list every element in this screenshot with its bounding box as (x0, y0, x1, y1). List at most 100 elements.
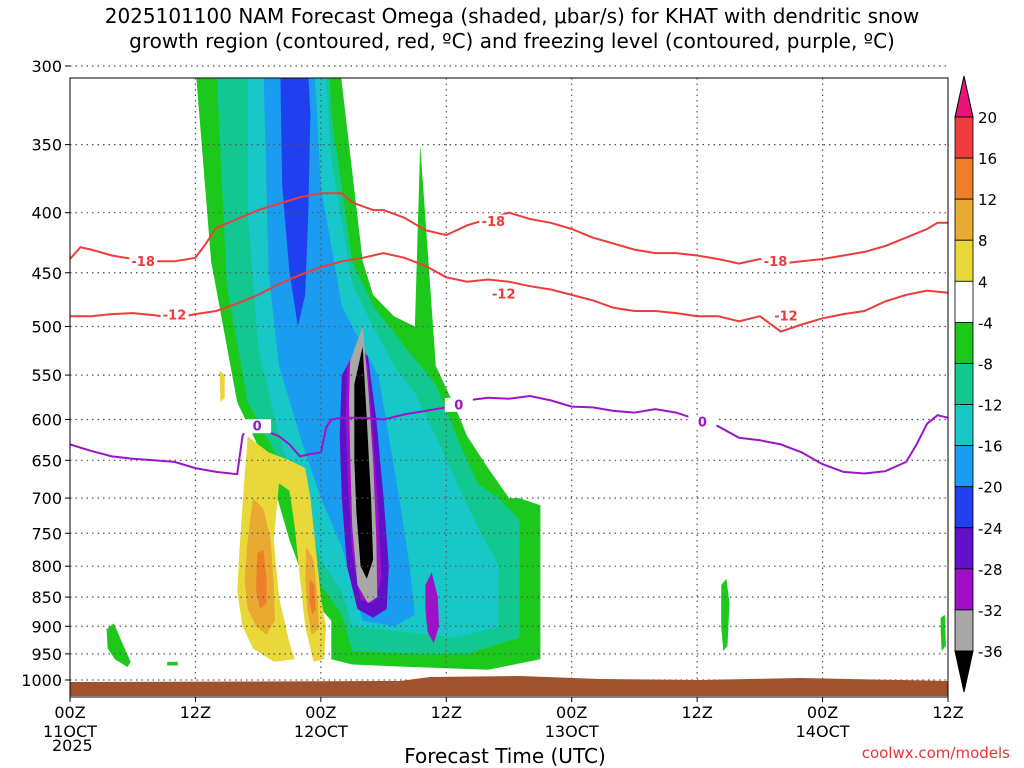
omega-region-11 (721, 578, 730, 652)
colorbar-label-9: -20 (978, 479, 1003, 497)
x-axis-label: Forecast Time (UTC) (404, 744, 606, 768)
y-tick-label-750: 750 (31, 524, 62, 543)
colorbar-bin-10 (954, 527, 974, 570)
title-line-1: 2025101100 NAM Forecast Omega (shaded, μ… (104, 4, 920, 28)
contour-label-7: 0 (454, 398, 463, 413)
contour-line-minus18-0 (70, 192, 948, 265)
colorbar-bin-1 (954, 157, 974, 200)
colorbar-bottom-triangle (954, 650, 974, 693)
contour-label-4: -12 (492, 287, 516, 302)
credit-link[interactable]: coolwx.com/models (861, 744, 1010, 762)
colorbar-label-10: -24 (978, 520, 1003, 538)
omega-region-12 (940, 614, 946, 652)
x-tick-label-6: 00Z (807, 703, 838, 722)
contour-label-bg-4 (489, 286, 518, 301)
omega-region-4 (280, 78, 311, 327)
x-tick-label-7: 12Z (932, 703, 963, 722)
y-tick-label-300: 300 (31, 57, 62, 76)
omega-region-18 (256, 550, 267, 609)
x-tick-label-5: 12Z (681, 703, 712, 722)
y-tick-label-1000: 1000 (21, 671, 62, 690)
y-tick-label-400: 400 (31, 204, 62, 223)
contour-label-5: -12 (774, 310, 798, 325)
y-tick-label-900: 900 (31, 617, 62, 636)
colorbar-label-1: 16 (978, 150, 997, 168)
omega-region-10 (106, 623, 131, 668)
title-line-2: growth region (contoured, red, ºC) and f… (129, 29, 895, 53)
colorbar-label-6: -8 (978, 355, 993, 373)
contour-label-2: -18 (764, 255, 788, 270)
colorbar-bin-4 (954, 280, 974, 323)
contour-label-3: -12 (163, 309, 187, 324)
colorbar-label-3: 8 (978, 232, 988, 250)
colorbar-bin-9 (954, 486, 974, 529)
colorbar-bin-2 (954, 198, 974, 241)
contour-label-bg-2 (761, 254, 790, 269)
x-tick-label-1: 12Z (180, 703, 211, 722)
colorbar-bin-0 (954, 116, 974, 159)
x-tick-label-2: 00Z (305, 703, 336, 722)
plot-frame (69, 77, 949, 698)
y-tick-label-800: 800 (31, 557, 62, 576)
x-tick-label-3: 12Z (431, 703, 462, 722)
x-tick-label-4: 00Z (556, 703, 587, 722)
y-tick-label-450: 450 (31, 264, 62, 283)
colorbar-label-12: -32 (978, 602, 1003, 620)
colorbar-bin-8 (954, 445, 974, 488)
axes: 2503003504004505005506006507007508008509… (21, 57, 963, 741)
colorbar-label-4: 4 (978, 273, 988, 291)
omega-region-13 (167, 661, 178, 666)
colorbar-bin-5 (954, 321, 974, 364)
colorbar-label-13: -36 (978, 643, 1003, 661)
omega-region-8 (354, 346, 374, 579)
colorbar-label-7: -12 (978, 397, 1003, 415)
colorbar-bin-6 (954, 363, 974, 405)
y-tick-label-650: 650 (31, 451, 62, 470)
contour-line-minus12-1 (70, 252, 948, 333)
contour-lines (70, 192, 948, 476)
x-tick-label-0: 00Z (54, 703, 85, 722)
colorbar-top-triangle (954, 75, 974, 118)
x-tick-date-2: 12OCT (294, 722, 348, 741)
y-tick-label-700: 700 (31, 489, 62, 508)
terrain (70, 676, 948, 696)
colorbar: 20 16 12 8 4 -4 -8 -12 -16 -20 -24 -28 -32 -36 (954, 75, 1003, 693)
x-tick-date-6: 14OCT (796, 722, 850, 741)
contour-label-1: -18 (482, 215, 506, 230)
contour-label-bg-0 (129, 254, 158, 269)
contour-label-8: 0 (698, 416, 707, 431)
contour-label-bg-5 (771, 309, 800, 324)
terrain-band (70, 676, 948, 696)
chart-title: 2025101100 NAM Forecast Omega (shaded, μ… (0, 4, 1024, 54)
colorbar-label-8: -16 (978, 438, 1003, 456)
contour-label-bg-7 (444, 397, 473, 412)
colorbar-bin-7 (954, 404, 974, 447)
y-tick-label-350: 350 (31, 136, 62, 155)
y-tick-label-500: 500 (31, 317, 62, 336)
colorbar-label-5: -4 (978, 314, 993, 332)
omega-region-9 (425, 572, 439, 643)
omega-shading (106, 78, 946, 670)
x-tick-date-4: 13OCT (545, 722, 599, 741)
colorbar-label-0: 20 (978, 109, 997, 127)
contour-label-0: -18 (131, 255, 155, 270)
y-tick-label-550: 550 (31, 366, 62, 385)
contour-line-0-2 (70, 394, 948, 476)
colorbar-bin-3 (954, 239, 974, 282)
y-tick-label-950: 950 (31, 645, 62, 664)
grid-lines (70, 65, 948, 682)
contour-label-bg-3 (160, 308, 189, 323)
contour-labels: -18 -18 -18 -12 -12 -12 0 0 0 (129, 214, 800, 435)
colorbar-bin-12 (954, 609, 974, 652)
colorbar-label-11: -28 (978, 561, 1003, 579)
contour-label-bg-8 (688, 415, 717, 430)
contour-label-bg-1 (479, 214, 508, 229)
x-tick-date-0: 11OCT (43, 722, 97, 741)
colorbar-bin-11 (954, 568, 974, 611)
omega-region-14 (219, 370, 225, 403)
x-axis-year: 2025 (52, 736, 93, 755)
y-tick-label-850: 850 (31, 588, 62, 607)
contour-label-6: 0 (253, 420, 262, 435)
colorbar-label-2: 12 (978, 191, 997, 209)
